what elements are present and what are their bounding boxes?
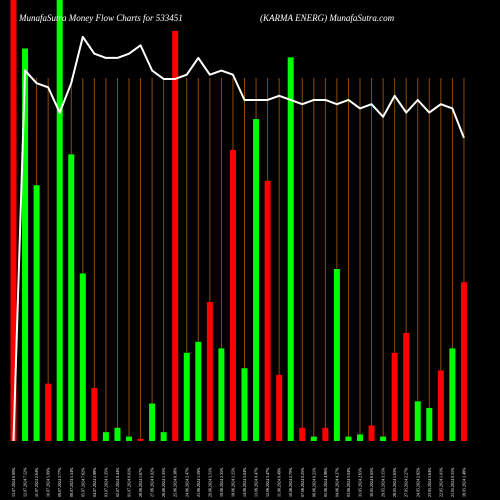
- bar-down: [403, 332, 410, 441]
- x-tick-label: 09.07.2024 3.77%: [57, 467, 62, 497]
- x-tick-label: 05.06.2024 4.96%: [323, 467, 328, 497]
- x-tick-label: 08.07.2024 5.54%: [69, 467, 74, 497]
- bar-down: [299, 427, 306, 441]
- bar-up: [218, 348, 225, 441]
- x-tick-label: 31.05.2024 2.65%: [358, 467, 363, 497]
- x-tick-label: 23.05.2024 3.64%: [427, 467, 432, 497]
- bar-down: [172, 30, 179, 442]
- money-flow-line-path: [12, 35, 465, 442]
- x-tick-label: 03.06.2024 3.04%: [346, 467, 351, 497]
- x-tick-label: 29.05.2024 3.15%: [381, 467, 386, 497]
- x-tick-label: 30.05.2024 6.05%: [369, 467, 374, 497]
- x-tick-label: 24.06.2024 2.47%: [184, 467, 189, 497]
- x-tick-label: 19.06.2024 2.35%: [219, 467, 224, 497]
- bar-series: [10, 0, 467, 442]
- bar-up: [414, 401, 421, 441]
- x-tick-label: 26.06.2024 1.35%: [161, 467, 166, 497]
- x-tick-label: 18.06.2024 1.15%: [230, 467, 235, 497]
- bar-down: [276, 374, 283, 441]
- bar-up: [79, 273, 86, 441]
- x-tick-label: 20.06.2024 3.51%: [207, 467, 212, 497]
- x-tick-label: 07.06.2024 0.25%: [300, 467, 305, 497]
- bar-up: [68, 154, 75, 441]
- x-tick-label: 24.05.2024 2.82%: [415, 467, 420, 497]
- x-tick-label: 22.05.2024 1.01%: [438, 467, 443, 497]
- bar-down: [368, 425, 375, 441]
- x-tick-label: 27.06.2024 0.02%: [150, 467, 155, 497]
- bar-up: [22, 48, 29, 441]
- bar-up: [160, 432, 167, 441]
- x-tick-label: 12.07.2024 7.12%: [23, 467, 28, 497]
- x-tick-label: 04.06.2024 4.37%: [334, 467, 339, 497]
- bar-down: [10, 0, 17, 441]
- x-tick-label: 11.06.2024 0.49%: [277, 467, 282, 497]
- bar-up: [126, 436, 132, 441]
- bar-up: [310, 436, 317, 441]
- x-tick-label: 28.05.2024 1.63%: [392, 467, 397, 497]
- bar-up: [357, 434, 363, 441]
- bar-down: [229, 149, 236, 441]
- x-tick-label: 14.06.2024 5.04%: [242, 467, 247, 497]
- bar-down: [322, 427, 329, 441]
- x-tick-label: 21.06.2024 1.59%: [196, 467, 201, 497]
- x-tick-label: 12.06.2024 3.47%: [265, 467, 270, 497]
- bar-down: [437, 370, 444, 441]
- bar-up: [287, 57, 294, 442]
- bar-up: [449, 348, 456, 441]
- bar-down: [460, 282, 467, 441]
- bar-down: [264, 180, 271, 441]
- x-tick-label: 02.07.2024 0.44%: [115, 467, 120, 497]
- bar-up: [149, 403, 156, 441]
- bar-up: [333, 269, 340, 441]
- bar-up: [114, 427, 121, 441]
- bar-up: [56, 0, 63, 441]
- bar-up: [33, 185, 40, 441]
- bar-up: [241, 368, 248, 441]
- x-tick-label: 13.07.2024 0.00%: [11, 467, 16, 497]
- x-tick-label: 05.07.2024 7.62%: [80, 467, 85, 497]
- bar-down: [91, 388, 98, 441]
- chart-title-right: (KARMA ENERG) MunafaSutra.com: [260, 13, 395, 23]
- bar-up: [426, 407, 433, 441]
- x-tick-label: 04.07.2024 2.98%: [92, 467, 97, 497]
- x-tick-label: 18.05.2024 1.48%: [461, 467, 466, 497]
- bar-up: [253, 119, 260, 441]
- x-tick-label: 03.07.2024 1.35%: [103, 467, 108, 497]
- x-tick-label: 06.06.2024 0.21%: [311, 467, 316, 497]
- x-tick-label: 11.07.2024 2.64%: [34, 467, 39, 497]
- bar-up: [183, 352, 190, 441]
- x-tick-labels: 13.07.2024 0.00% 12.07.2024 7.12% 11.07.20…: [11, 467, 466, 497]
- bar-down: [206, 302, 213, 441]
- x-tick-label: 01.07.2024 0.01%: [127, 467, 132, 497]
- bar-up: [380, 436, 387, 441]
- x-tick-label: 21.05.2024 0.31%: [450, 467, 455, 497]
- bar-down: [391, 352, 398, 441]
- x-tick-label: 28.06.2024 1.67%: [138, 467, 143, 497]
- bar-up: [195, 341, 202, 441]
- chart-title-left: MunafaSutra Money Flow Charts for 533451: [18, 13, 183, 23]
- x-tick-label: 10.06.2024 2.70%: [288, 467, 293, 497]
- x-tick-label: 10.07.2024 5.09%: [46, 467, 51, 497]
- x-tick-label: 25.06.2024 6.38%: [173, 467, 178, 497]
- money-flow-line: [12, 35, 465, 442]
- x-tick-label: 13.06.2024 0.47%: [254, 467, 259, 497]
- bar-up: [345, 436, 352, 441]
- x-tick-label: 27.05.2024 2.27%: [404, 467, 409, 497]
- bar-up: [102, 432, 109, 441]
- bar-down: [137, 438, 144, 441]
- bar-down: [45, 383, 52, 441]
